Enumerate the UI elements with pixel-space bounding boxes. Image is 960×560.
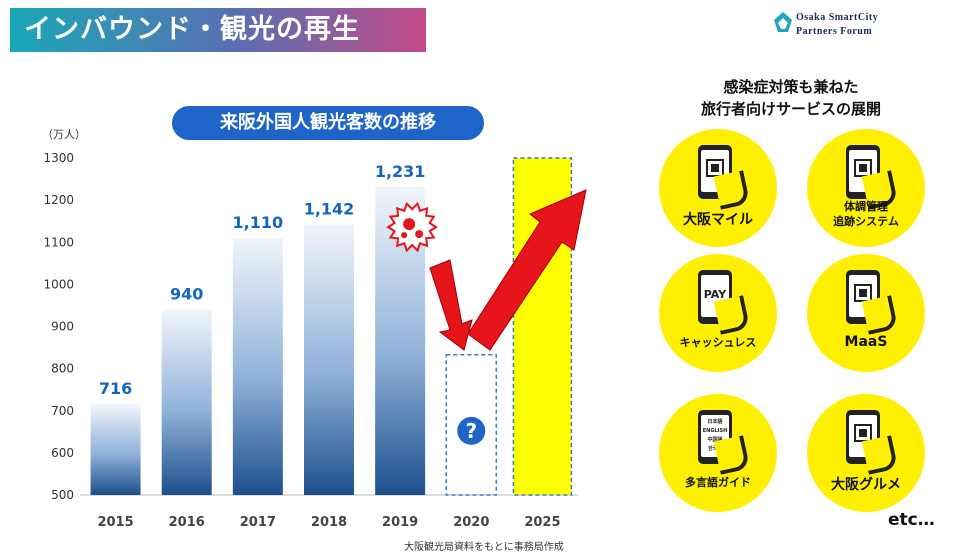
y-tick-label: 1100 [43, 235, 74, 249]
y-tick-label: 700 [51, 404, 74, 418]
visitor-chart: （万人） 500 600 700 800 900 1000 1100 1200 1300 201… [42, 128, 587, 530]
x-tick-label: 2017 [240, 515, 276, 530]
hand-icon [713, 435, 751, 475]
data-label-2015: 716 [99, 379, 132, 398]
hand-icon [713, 170, 751, 210]
y-tick-label: 900 [51, 320, 74, 334]
service-gourmet: 大阪グルメ [807, 394, 925, 512]
logo-line-2: Partners Forum [796, 26, 873, 37]
bar-2018 [304, 224, 354, 495]
chart-title: 来阪外国人観光客数の推移 [172, 106, 484, 140]
services-heading-line-2: 旅行者向けサービスの展開 [700, 100, 881, 118]
y-tick-label: 600 [51, 446, 74, 460]
bar-2015 [90, 404, 141, 495]
source-note: 大阪観光局資料をもとに事務局作成 [404, 542, 564, 553]
hand-icon [861, 435, 899, 475]
question-mark: ? [465, 419, 477, 443]
service-health-tracking: 体調管理 追跡システム [807, 129, 925, 247]
etc-text: etc… [888, 510, 935, 530]
x-tick-label: 2015 [97, 515, 133, 530]
data-label-2019: 1,231 [375, 162, 426, 181]
service-label: 体調管理 追跡システム [833, 200, 899, 228]
service-pay: PAY キャッシュレス [659, 254, 777, 372]
data-label-2018: 1,142 [304, 200, 355, 219]
service-label: キャッシュレス [679, 336, 757, 349]
x-tick-label: 2019 [382, 515, 418, 530]
services-heading-line-1: 感染症対策も兼ねた [723, 78, 859, 96]
y-tick-label: 500 [51, 488, 74, 502]
recovery-arrow [467, 189, 587, 351]
y-axis-unit: （万人） [42, 128, 86, 141]
y-tick-label: 1000 [43, 277, 74, 291]
y-tick-label: 1300 [43, 151, 74, 165]
hand-icon [861, 295, 899, 335]
service-label: 大阪マイル [683, 212, 753, 228]
x-tick-label: 2025 [524, 515, 560, 530]
data-label-2017: 1,110 [233, 213, 284, 232]
service-multilingual: 日本語 ENGLISH 中国語 한국어多言語ガイド [659, 394, 777, 512]
service-transport: MaaS [807, 254, 925, 372]
bar-2017 [232, 238, 283, 495]
service-label: 大阪グルメ [831, 477, 901, 493]
x-tick-label: 2020 [453, 515, 489, 530]
service-label: MaaS [844, 334, 888, 350]
virus-icon [386, 201, 438, 253]
y-tick-label: 1200 [43, 193, 74, 207]
logo-mark-icon [774, 12, 792, 32]
placeholder-2020 [445, 353, 498, 496]
page-title: インバウンド・観光の再生 [24, 14, 360, 45]
logo-line-1: Osaka SmartCity [796, 12, 879, 23]
question-icon [457, 416, 486, 445]
services-heading: 感染症対策も兼ねた 旅行者向けサービスの展開 [676, 76, 906, 120]
data-label-2016: 940 [170, 285, 203, 304]
x-tick-label: 2018 [311, 515, 347, 530]
service-qr-code: 大阪マイル [659, 129, 777, 247]
logo: Osaka SmartCity Partners Forum [772, 10, 952, 46]
y-tick-label: 800 [51, 362, 74, 376]
bar-2016 [161, 309, 212, 495]
service-label: 多言語ガイド [685, 476, 751, 489]
x-tick-label: 2016 [169, 515, 205, 530]
hand-icon [713, 295, 751, 335]
decline-arrow [429, 259, 473, 351]
page-title-banner: インバウンド・観光の再生 [10, 8, 426, 52]
